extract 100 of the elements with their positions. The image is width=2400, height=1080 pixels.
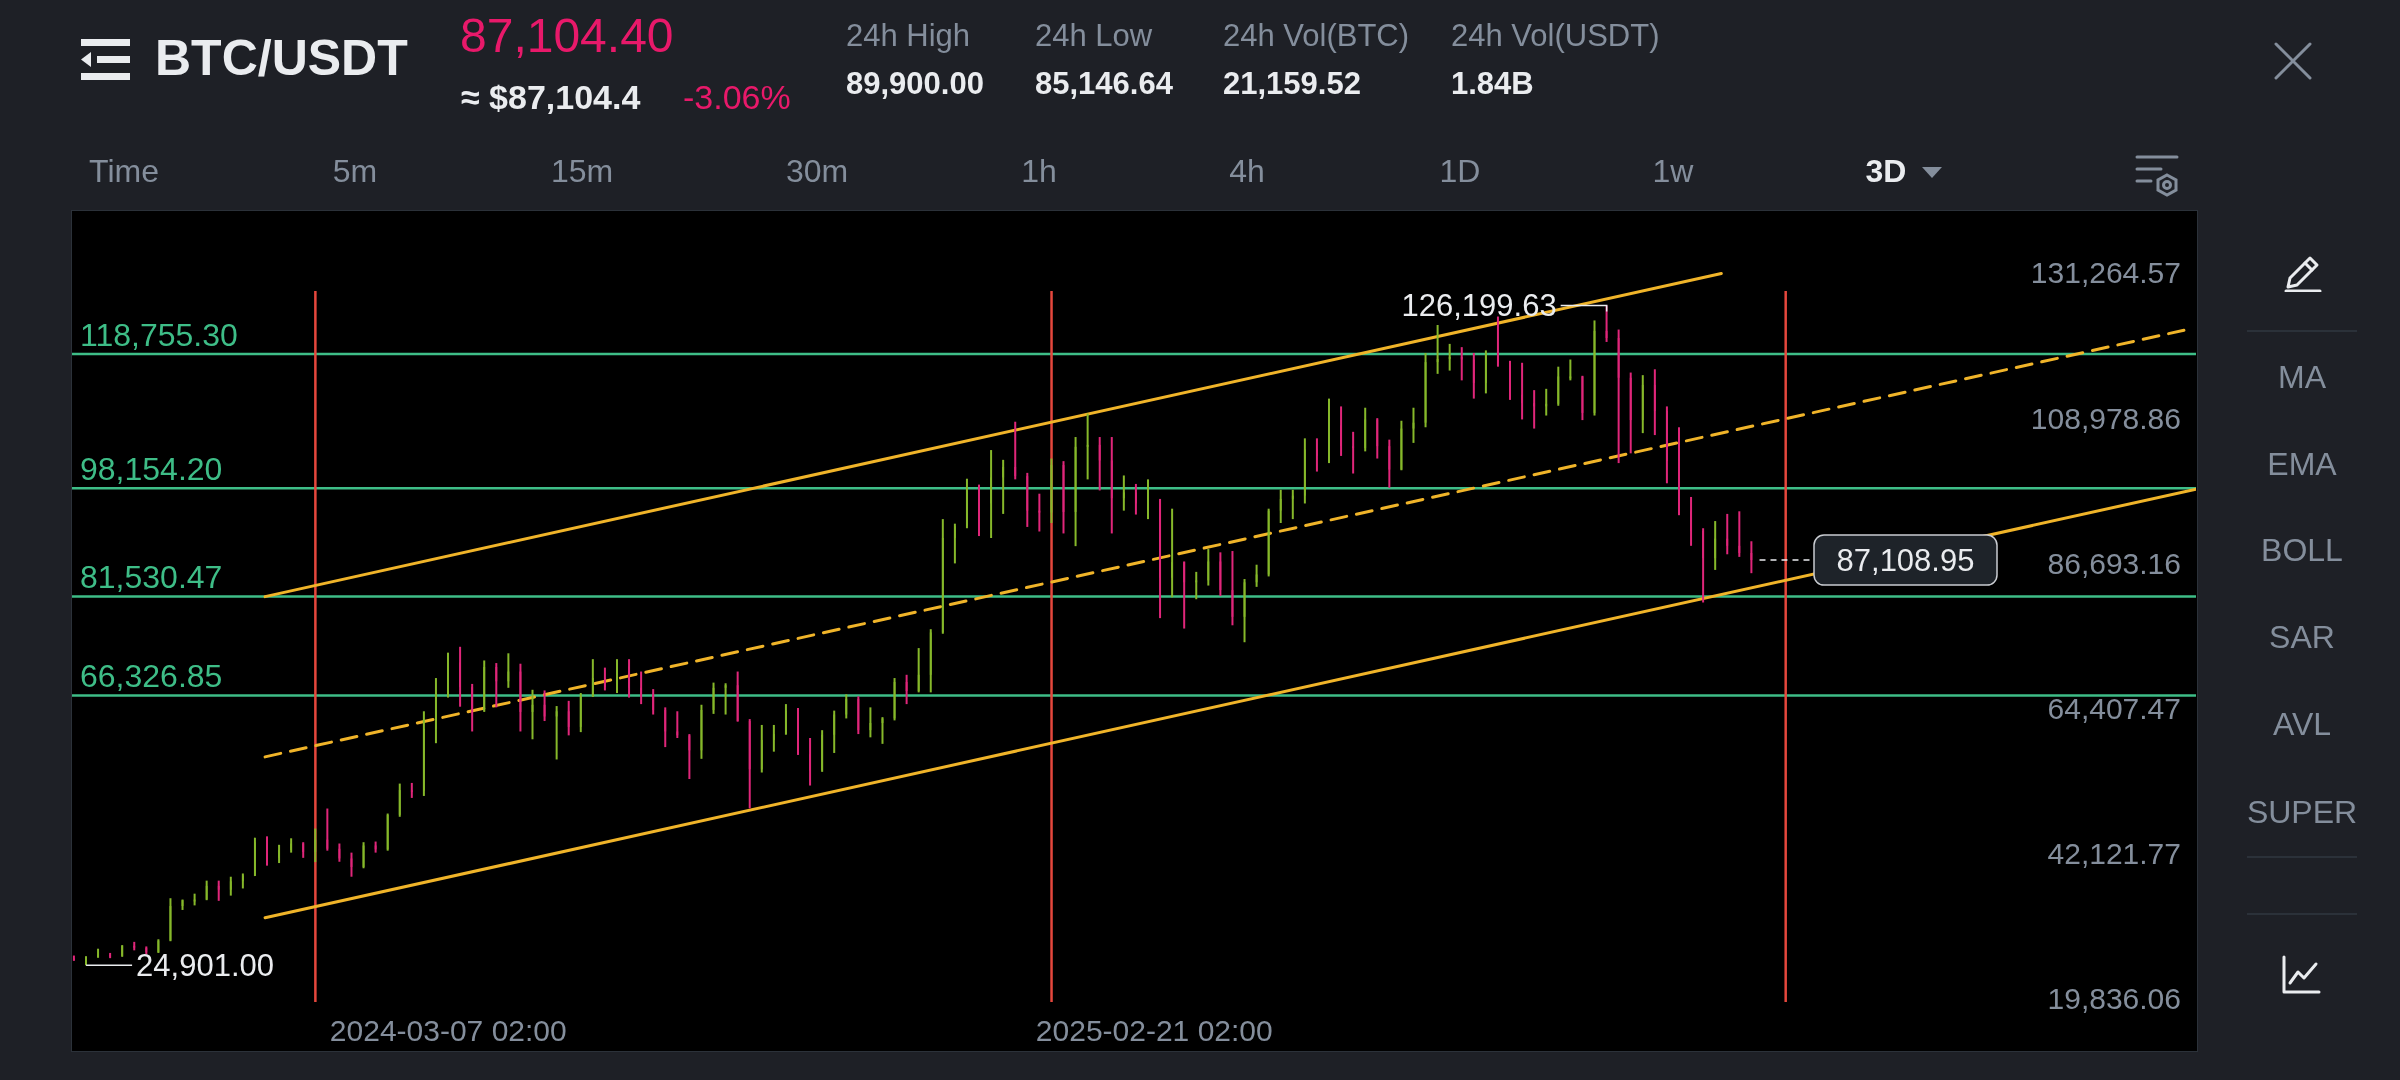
- candlestick: [978, 483, 981, 538]
- candlestick: [736, 670, 739, 723]
- candlestick: [652, 688, 655, 716]
- candlestick: [157, 938, 160, 954]
- candlestick: [1569, 358, 1572, 382]
- candlestick: [1086, 412, 1089, 481]
- y-tick-label: 108,978.86: [2030, 401, 2181, 435]
- candlestick: [241, 872, 244, 890]
- candlestick: [1122, 474, 1125, 512]
- candlestick: [990, 449, 993, 539]
- candlestick: [302, 841, 305, 859]
- candlestick: [1364, 406, 1367, 453]
- text: BOLL: [2261, 532, 2343, 569]
- candlestick: [1195, 570, 1198, 601]
- candlestick: [1291, 488, 1294, 521]
- candlestick: [1171, 507, 1174, 599]
- ref-line-label: 66,326.85: [80, 658, 223, 695]
- candlestick: [1702, 527, 1705, 604]
- candlestick: [567, 699, 570, 737]
- candlestick: [821, 729, 824, 773]
- candlestick: [1509, 359, 1512, 401]
- candlestick: [1134, 482, 1137, 516]
- text: 30m: [785, 153, 849, 190]
- candlestick: [410, 781, 413, 799]
- y-tick-label: 19,836.06: [2047, 981, 2181, 1015]
- candlestick: [953, 522, 956, 565]
- candlestick: [229, 875, 232, 897]
- candlestick: [1557, 365, 1560, 407]
- candlestick: [1533, 389, 1536, 430]
- candlestick: [809, 736, 812, 787]
- candlestick: [386, 812, 389, 852]
- candlestick: [109, 951, 112, 960]
- y-tick-label: 42,121.77: [2047, 836, 2181, 870]
- candlestick: [1352, 430, 1355, 475]
- candlestick: [1038, 492, 1041, 533]
- candlestick: [1183, 560, 1186, 630]
- candlestick: [784, 703, 787, 736]
- candlestick: [459, 645, 462, 708]
- candlestick: [84, 955, 87, 967]
- text: 4h: [1229, 153, 1265, 190]
- text: 1w: [1652, 153, 1694, 190]
- candlestick: [1436, 323, 1439, 375]
- candlestick: [603, 666, 606, 692]
- candlestick: [72, 954, 75, 962]
- candlestick: [278, 843, 281, 865]
- candlestick: [797, 707, 799, 756]
- candlestick: [1207, 548, 1210, 587]
- text: EMA: [2267, 446, 2337, 483]
- candlestick: [121, 944, 124, 958]
- candlestick: [845, 693, 848, 720]
- candlestick: [398, 782, 401, 818]
- candlestick: [1629, 371, 1632, 455]
- ref-line-label: 81,530.47: [80, 559, 223, 596]
- candlestick: [434, 677, 437, 745]
- candlestick: [1098, 436, 1101, 492]
- text: 85,146.64: [1035, 66, 1173, 102]
- candlestick: [266, 835, 268, 867]
- candlestick: [483, 659, 486, 713]
- text: ≈ $87,104.4: [461, 78, 641, 118]
- candlestick: [965, 477, 968, 530]
- candlestick: [326, 807, 329, 852]
- candlestick: [1617, 328, 1620, 465]
- candlestick: [1750, 540, 1753, 575]
- candlestick: [1315, 437, 1318, 473]
- text: AVL: [2272, 706, 2332, 743]
- text: 5m: [332, 153, 378, 190]
- text: 24h Low: [1035, 18, 1153, 54]
- x-tick-label: 2025-02-21 02:00: [1035, 1014, 1273, 1047]
- candlestick: [205, 879, 208, 902]
- candlestick: [447, 651, 450, 699]
- candlestick: [1484, 349, 1487, 395]
- candlestick: [1714, 520, 1717, 571]
- annotation: 24,901.00: [136, 947, 274, 983]
- candlestick: [1002, 458, 1005, 515]
- candlestick: [133, 940, 136, 952]
- candlestick: [688, 733, 691, 781]
- ref-line-label: 118,755.30: [80, 316, 238, 353]
- text: Time: [89, 153, 159, 190]
- candlestick: [1448, 342, 1451, 372]
- candlestick: [1738, 510, 1741, 558]
- text: MA: [2278, 359, 2326, 396]
- candlestick: [772, 723, 775, 753]
- candlestick: [760, 723, 763, 774]
- candlestick: [664, 706, 667, 749]
- text: 89,900.00: [846, 66, 984, 102]
- candlestick: [833, 709, 836, 754]
- candlestick: [1340, 405, 1343, 457]
- text: 1D: [1439, 153, 1481, 190]
- candlestick: [422, 710, 425, 797]
- candlestick: [374, 840, 377, 854]
- candlestick: [1279, 488, 1282, 525]
- ref-line-label: 98,154.20: [80, 451, 223, 488]
- candlestick: [1267, 507, 1270, 578]
- candlestick: [941, 518, 944, 635]
- chart-title: BTC/USDT: [155, 30, 408, 88]
- annotation: 126,199.63: [1401, 287, 1557, 323]
- text: 3D: [1865, 153, 1907, 190]
- candlestick: [1677, 426, 1680, 517]
- candlestick: [495, 662, 498, 709]
- candlestick: [507, 652, 510, 689]
